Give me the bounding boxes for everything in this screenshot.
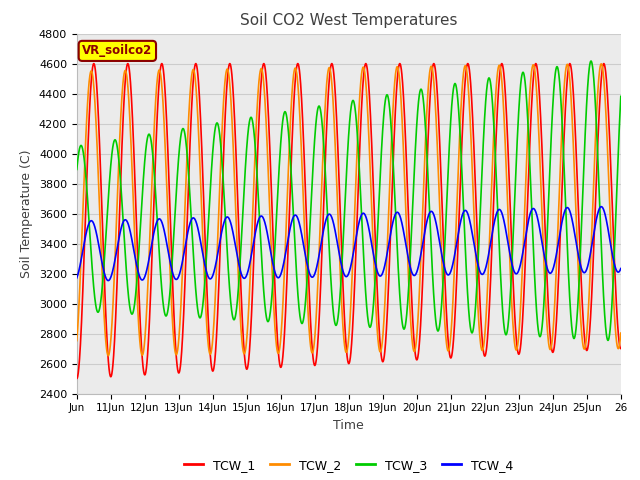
- Text: VR_soilco2: VR_soilco2: [82, 44, 152, 58]
- X-axis label: Time: Time: [333, 419, 364, 432]
- Title: Soil CO2 West Temperatures: Soil CO2 West Temperatures: [240, 13, 458, 28]
- Legend: TCW_1, TCW_2, TCW_3, TCW_4: TCW_1, TCW_2, TCW_3, TCW_4: [179, 454, 518, 477]
- Y-axis label: Soil Temperature (C): Soil Temperature (C): [20, 149, 33, 278]
